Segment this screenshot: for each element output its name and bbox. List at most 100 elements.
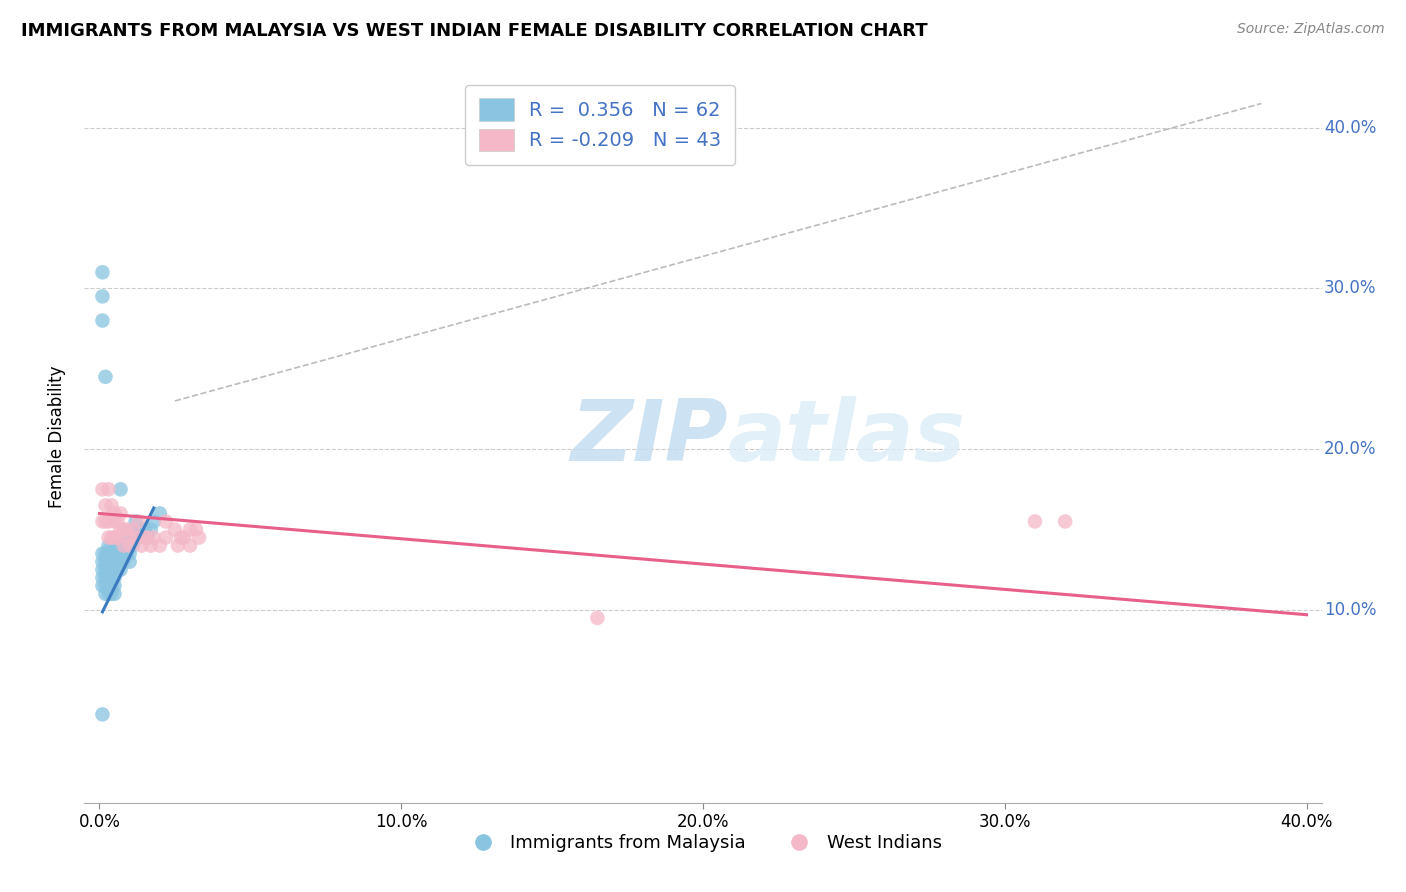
Point [107, 547, 129, 561]
Point [118, 555, 141, 569]
Point [97, 563, 120, 577]
Point [97, 531, 120, 545]
Point [142, 531, 165, 545]
Point [94, 515, 117, 529]
Point [91, 555, 114, 569]
Point [103, 563, 125, 577]
Text: Source: ZipAtlas.com: Source: ZipAtlas.com [1237, 22, 1385, 37]
Point [91, 289, 114, 303]
Point [97, 547, 120, 561]
Point [97, 483, 120, 497]
Point [179, 523, 201, 537]
Point [100, 563, 122, 577]
Point [110, 563, 132, 577]
Point [136, 531, 159, 545]
Point [97, 587, 120, 601]
Point [179, 539, 201, 553]
Point [103, 587, 125, 601]
Point [128, 531, 150, 545]
Point [91, 515, 114, 529]
Legend: Immigrants from Malaysia, West Indians: Immigrants from Malaysia, West Indians [457, 827, 949, 860]
Point [107, 515, 129, 529]
Point [1054, 515, 1077, 529]
Point [139, 539, 162, 553]
Point [188, 531, 211, 545]
Point [121, 523, 143, 537]
Point [94, 555, 117, 569]
Point [112, 539, 135, 553]
Point [110, 507, 132, 521]
Point [124, 531, 146, 545]
Point [91, 563, 114, 577]
Point [163, 523, 186, 537]
Point [118, 547, 141, 561]
Point [100, 555, 122, 569]
Text: IMMIGRANTS FROM MALAYSIA VS WEST INDIAN FEMALE DISABILITY CORRELATION CHART: IMMIGRANTS FROM MALAYSIA VS WEST INDIAN … [21, 22, 928, 40]
Point [115, 547, 138, 561]
Point [94, 587, 117, 601]
Point [94, 369, 117, 384]
Point [121, 523, 143, 537]
Point [94, 563, 117, 577]
Point [131, 523, 153, 537]
Point [100, 531, 122, 545]
Point [115, 531, 138, 545]
Point [112, 539, 135, 553]
Point [94, 579, 117, 593]
Point [170, 531, 193, 545]
Point [103, 555, 125, 569]
Point [586, 611, 609, 625]
Point [97, 515, 120, 529]
Point [149, 539, 172, 553]
Point [97, 555, 120, 569]
Text: ZIP: ZIP [569, 395, 728, 479]
Point [134, 531, 156, 545]
Point [100, 571, 122, 585]
Text: 20.0%: 20.0% [1324, 440, 1376, 458]
Point [91, 707, 114, 722]
Y-axis label: Female Disability: Female Disability [48, 366, 66, 508]
Text: 30.0%: 30.0% [1324, 279, 1376, 297]
Point [173, 531, 195, 545]
Point [103, 571, 125, 585]
Point [115, 523, 138, 537]
Point [124, 515, 146, 529]
Point [94, 571, 117, 585]
Point [112, 523, 135, 537]
Text: 10.0%: 10.0% [1324, 601, 1376, 619]
Point [112, 547, 135, 561]
Point [97, 539, 120, 553]
Point [124, 531, 146, 545]
Point [91, 483, 114, 497]
Point [167, 539, 190, 553]
Point [128, 515, 150, 529]
Point [94, 499, 117, 513]
Point [100, 499, 122, 513]
Point [107, 555, 129, 569]
Point [100, 539, 122, 553]
Point [107, 539, 129, 553]
Point [91, 579, 114, 593]
Point [1024, 515, 1046, 529]
Point [91, 547, 114, 561]
Point [155, 531, 177, 545]
Point [121, 539, 143, 553]
Point [110, 483, 132, 497]
Point [91, 571, 114, 585]
Point [112, 555, 135, 569]
Point [118, 539, 141, 553]
Point [149, 507, 172, 521]
Point [103, 531, 125, 545]
Point [136, 531, 159, 545]
Point [110, 555, 132, 569]
Point [118, 531, 141, 545]
Point [103, 515, 125, 529]
Point [103, 579, 125, 593]
Point [142, 515, 165, 529]
Text: atlas: atlas [728, 395, 966, 479]
Point [94, 547, 117, 561]
Point [91, 265, 114, 279]
Text: 40.0%: 40.0% [1324, 119, 1376, 136]
Point [107, 563, 129, 577]
Point [97, 579, 120, 593]
